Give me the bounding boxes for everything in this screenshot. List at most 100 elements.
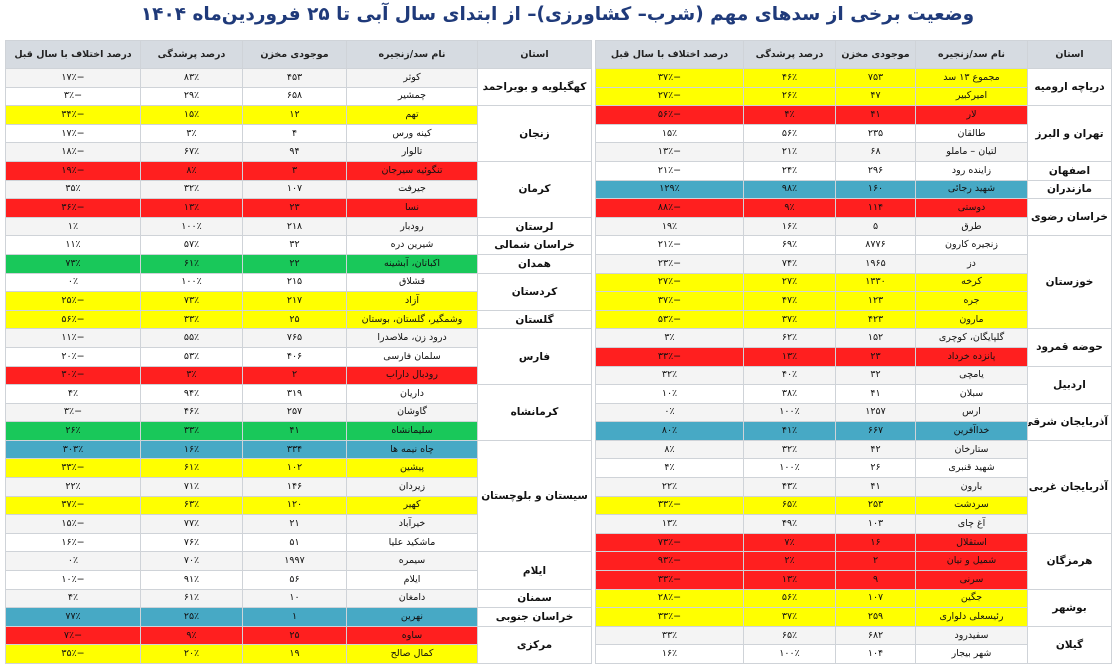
- fill-percent-cell: ۲۹٪: [140, 86, 243, 107]
- province-cell: آذربایجان غربی: [1027, 439, 1112, 534]
- fill-percent-cell: ۴۶٪: [743, 68, 836, 88]
- province-cell: ایلام: [477, 551, 592, 590]
- diff-percent-cell: −۲۳٪: [595, 253, 744, 274]
- dam-name-cell: شمیل و نیان: [915, 551, 1028, 572]
- storage-cell: ۲۵۳: [835, 495, 916, 516]
- storage-cell: ۱۲۳: [835, 291, 916, 311]
- diff-percent-cell: ۱۶٪: [595, 644, 744, 664]
- province-cell: بوشهر: [1027, 588, 1112, 627]
- diff-percent-cell: −۳۷٪: [5, 495, 141, 516]
- dam-name-cell: داریان: [346, 384, 478, 404]
- storage-cell: ۱۱۴: [835, 198, 916, 218]
- storage-cell: ۳۲: [242, 235, 347, 255]
- storage-cell: ۸۷۷۶: [835, 235, 916, 255]
- diff-percent-cell: −۳۳٪: [595, 346, 744, 367]
- dam-name-cell: شیرین دره: [346, 235, 478, 255]
- table-row: سلیمانشاه ۴۱ ۳۳٪ ۲۶٪: [5, 421, 592, 441]
- diff-percent-cell: ۳۰۳٪: [5, 439, 141, 460]
- diff-percent-cell: ۱۰٪: [595, 384, 744, 404]
- table-row: ایلام سیمره ۱۹۹۷ ۷۰٪ ۰٪: [5, 551, 592, 590]
- storage-cell: ۱۹: [242, 644, 347, 664]
- storage-cell: ۴: [242, 123, 347, 144]
- fill-percent-cell: ۳۷٪: [743, 309, 836, 330]
- diff-percent-cell: ۳۲٪: [595, 365, 744, 386]
- storage-cell: ۴۱: [242, 421, 347, 441]
- fill-percent-cell: ۳٪: [140, 365, 243, 386]
- storage-cell: ۹۴: [242, 142, 347, 162]
- fill-percent-cell: ۴۰٪: [743, 365, 836, 386]
- table-row: پانزده خرداد ۲۳ ۱۳٪ −۳۳٪: [595, 346, 1112, 367]
- storage-cell: ۷۶۵: [242, 328, 347, 348]
- diff-percent-cell: −۳۰٪: [5, 365, 141, 386]
- table-row: کرخه ۱۳۳۰ ۲۷٪ −۲۷٪: [595, 272, 1112, 293]
- storage-cell: ۱۲: [242, 105, 347, 125]
- diff-percent-cell: −۲۷٪: [595, 272, 744, 293]
- diff-percent-cell: ۱۵٪: [595, 123, 744, 144]
- dam-name-cell: دز: [915, 253, 1028, 274]
- header-diff: درصد اختلاف با سال قبل: [595, 40, 744, 69]
- fill-percent-cell: ۶۵٪: [743, 495, 836, 516]
- table-row: مارون ۴۲۳ ۳۷٪ −۵۳٪: [595, 309, 1112, 330]
- storage-cell: ۱۹۶۵: [835, 253, 916, 274]
- province-cell: اصفهان: [1027, 160, 1112, 181]
- header-storage: موجودی مخزن: [242, 40, 347, 69]
- province-cell: اردبیل: [1027, 365, 1112, 404]
- storage-cell: ۱۹۹۷: [242, 551, 347, 572]
- province-cell: دریاچه ارومیه: [1027, 67, 1112, 107]
- fill-percent-cell: ۱۳٪: [743, 570, 836, 590]
- dam-name-cell: لتیان – ماملو: [915, 142, 1028, 162]
- diff-percent-cell: ۱۳٪: [595, 514, 744, 534]
- storage-cell: ۲: [242, 365, 347, 386]
- province-cell: کردستان: [477, 272, 592, 311]
- fill-percent-cell: ۶۹٪: [743, 235, 836, 255]
- province-cell: مازندران: [1027, 179, 1112, 200]
- province-cell: تهران و البرز: [1027, 105, 1112, 162]
- dam-name-cell: ستارخان: [915, 439, 1028, 460]
- diff-percent-cell: −۱۶٪: [5, 532, 141, 553]
- dam-name-cell: ارس: [915, 402, 1028, 423]
- fill-percent-cell: ۴۱٪: [743, 421, 836, 441]
- header-province: استان: [1027, 40, 1112, 69]
- dam-name-cell: ایلام: [346, 570, 478, 590]
- table-header-row: استان نام سد/زنجیره موجودی مخزن درصد پرش…: [595, 40, 1112, 69]
- table-row: آغ چای ۱۰۳ ۴۹٪ ۱۳٪: [595, 514, 1112, 534]
- diff-percent-cell: ۸٪: [595, 439, 744, 460]
- storage-cell: ۴۱: [835, 477, 916, 497]
- table-row: مرکزی ساوه ۲۵ ۹٪ −۷٪: [5, 625, 592, 664]
- province-cell: مرکزی: [477, 625, 592, 664]
- table-row: لتیان – ماملو ۶۸ ۲۱٪ −۱۳٪: [595, 142, 1112, 162]
- diff-percent-cell: −۸۸٪: [595, 198, 744, 218]
- fill-percent-cell: ۳۳٪: [140, 309, 243, 330]
- header-storage: موجودی مخزن: [835, 40, 916, 69]
- table-row: تهران و البرز لار ۴۱ ۴٪ −۵۶٪: [595, 105, 1112, 162]
- storage-cell: ۲۳۵: [835, 123, 916, 144]
- diff-percent-cell: −۷۳٪: [595, 532, 744, 553]
- storage-cell: ۵۱: [242, 532, 347, 553]
- table-row: اردبیل یامچی ۳۲ ۴۰٪ ۳۲٪: [595, 365, 1112, 404]
- fill-percent-cell: ۱۰۰٪: [140, 272, 243, 293]
- fill-percent-cell: ۷۶٪: [140, 532, 243, 553]
- dam-name-cell: تنگوئیه سیرجان: [346, 160, 478, 181]
- diff-percent-cell: −۲۱٪: [595, 235, 744, 255]
- diff-percent-cell: −۲۷٪: [595, 86, 744, 107]
- dam-table-left: استان نام سد/زنجیره موجودی مخزن درصد پرش…: [5, 40, 592, 664]
- province-cell: کرمان: [477, 160, 592, 218]
- table-row: آزاد ۲۱۷ ۷۳٪ −۲۵٪: [5, 291, 592, 311]
- dam-name-cell: کوثر: [346, 68, 478, 88]
- table-row: شهر بیجار ۱۰۴ ۱۰۰٪ ۱۶٪: [595, 644, 1112, 664]
- table-header-row: استان نام سد/زنجیره موجودی مخزن درصد پرش…: [5, 40, 592, 69]
- table-row: گیلان سفیدرود ۶۸۲ ۶۵٪ ۳۳٪: [595, 625, 1112, 664]
- dam-name-cell: آغ چای: [915, 514, 1028, 534]
- fill-percent-cell: ۲۴٪: [743, 160, 836, 181]
- storage-cell: ۲۳: [242, 198, 347, 218]
- fill-percent-cell: ۹٪: [140, 625, 243, 646]
- storage-cell: ۲۵: [242, 309, 347, 330]
- dam-name-cell: ساوه: [346, 625, 478, 646]
- province-cell: حوضه قمرود: [1027, 328, 1112, 367]
- storage-cell: ۳۳۴: [242, 439, 347, 460]
- diff-percent-cell: −۱۵٪: [5, 514, 141, 534]
- dam-name-cell: شهر بیجار: [915, 644, 1028, 664]
- fill-percent-cell: ۱۰۰٪: [743, 458, 836, 479]
- fill-percent-cell: ۶۱٪: [140, 253, 243, 274]
- fill-percent-cell: ۳۲٪: [140, 179, 243, 200]
